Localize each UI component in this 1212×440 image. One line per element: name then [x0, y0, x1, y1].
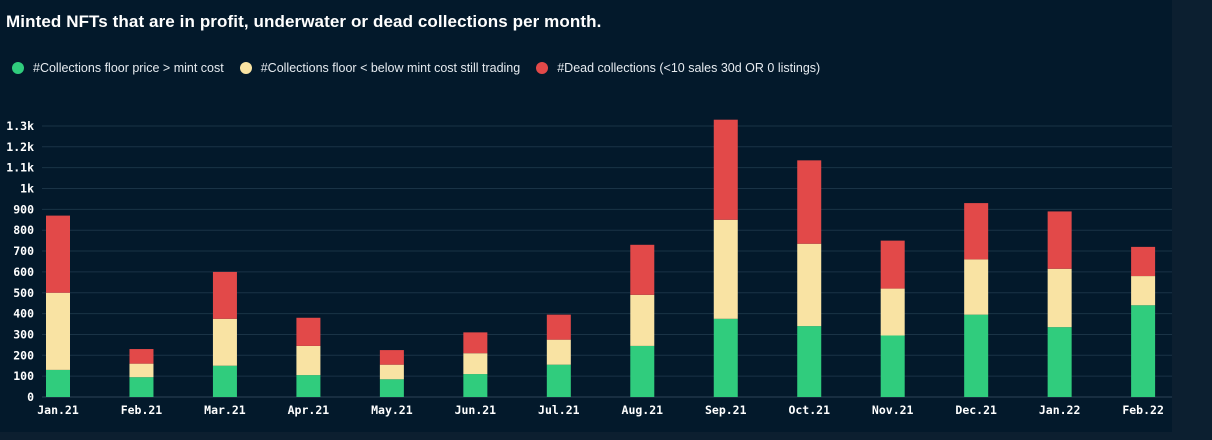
bar-segment [129, 349, 154, 364]
legend-item-underwater[interactable]: #Collections floor < below mint cost sti… [239, 61, 521, 75]
bar-segment [880, 335, 905, 397]
bar-segment [212, 318, 237, 366]
y-tick-label: 0 [27, 390, 34, 404]
bar-segment [1131, 246, 1156, 277]
legend-dot-icon [12, 62, 24, 74]
x-tick-label: Jun.21 [455, 403, 497, 417]
bar-segment [630, 345, 655, 397]
y-tick-label: 700 [13, 244, 34, 258]
y-tick-label: 1.3k [6, 119, 34, 133]
bar-segment [713, 219, 738, 319]
x-tick-label: Apr.21 [288, 403, 330, 417]
x-tick-label: Jul.21 [538, 403, 580, 417]
bar-segment [880, 240, 905, 289]
bar-segment [713, 119, 738, 220]
y-tick-label: 400 [13, 307, 34, 321]
y-tick-label: 100 [13, 369, 34, 383]
bar-segment [797, 326, 822, 397]
bar-segment [296, 317, 321, 346]
bar-segment [797, 243, 822, 327]
y-tick-label: 800 [13, 223, 34, 237]
x-tick-label: Sep.21 [705, 403, 747, 417]
bar-segment [129, 377, 154, 397]
bar-segment [463, 374, 488, 397]
legend-dot-icon [536, 62, 549, 74]
y-tick-label: 1.2k [6, 140, 34, 154]
chart-title: Minted NFTs that are in profit, underwat… [6, 12, 602, 31]
bar-segment [212, 365, 237, 397]
x-tick-label: Jan.22 [1039, 403, 1081, 417]
legend-label: #Dead collections (<10 sales 30d OR 0 li… [557, 61, 821, 75]
bar-segment [630, 244, 655, 295]
bar-segment [296, 345, 321, 376]
x-tick-label: Nov.21 [872, 403, 914, 417]
legend-label: #Collections floor < below mint cost sti… [260, 61, 521, 75]
bar-segment [129, 363, 154, 378]
bar-segment [1131, 276, 1156, 306]
y-tick-label: 900 [13, 202, 34, 216]
bar-segment [713, 318, 738, 397]
bar-segment [1131, 305, 1156, 397]
legend-label: #Collections floor price > mint cost [33, 61, 224, 75]
x-tick-label: Dec.21 [955, 403, 997, 417]
y-tick-label: 300 [13, 327, 34, 341]
bar-segment [546, 364, 571, 397]
bar-segment [379, 364, 404, 380]
bar-segment [630, 294, 655, 346]
bar-segment [964, 259, 989, 315]
bar-segment [379, 379, 404, 397]
bar-segment [46, 215, 70, 293]
bar-segment [546, 314, 571, 340]
bar-segment [546, 339, 571, 365]
y-tick-label: 500 [13, 286, 34, 300]
bar-segment [379, 350, 404, 365]
bar-segment [880, 288, 905, 336]
bar-segment [463, 353, 488, 375]
y-tick-label: 200 [13, 348, 34, 362]
bar-segment [1047, 327, 1072, 397]
bar-segment [1047, 211, 1072, 269]
x-tick-label: Feb.22 [1122, 403, 1164, 417]
x-tick-label: Mar.21 [204, 403, 246, 417]
x-tick-label: Feb.21 [121, 403, 163, 417]
bar-segment [797, 160, 822, 244]
stacked-bar-chart: 0 100 200 300 400 500 600 700 800 900 1k 1.1k 1.2k 1.… [6, 119, 1172, 417]
bar-segment [212, 271, 237, 319]
bar-segment [463, 332, 488, 354]
bar-segment [46, 292, 70, 370]
legend-item-dead[interactable]: #Dead collections (<10 sales 30d OR 0 li… [536, 61, 820, 75]
bar-segment [296, 375, 321, 397]
y-tick-label: 1.1k [6, 161, 34, 175]
chart-legend: #Collections floor price > mint cost #Co… [12, 61, 836, 75]
x-tick-label: May.21 [371, 403, 413, 417]
bar-segment [964, 314, 989, 397]
x-tick-label: Oct.21 [788, 403, 830, 417]
y-tick-label: 1k [20, 182, 34, 196]
x-tick-label: Aug.21 [622, 403, 664, 417]
bar-segment [964, 203, 989, 260]
legend-item-profit[interactable]: #Collections floor price > mint cost [12, 61, 224, 75]
legend-dot-icon [239, 62, 252, 74]
y-tick-label: 600 [13, 265, 34, 279]
x-tick-label: Jan.21 [37, 403, 79, 417]
bar-segment [46, 369, 70, 397]
bar-segment [1047, 268, 1072, 328]
